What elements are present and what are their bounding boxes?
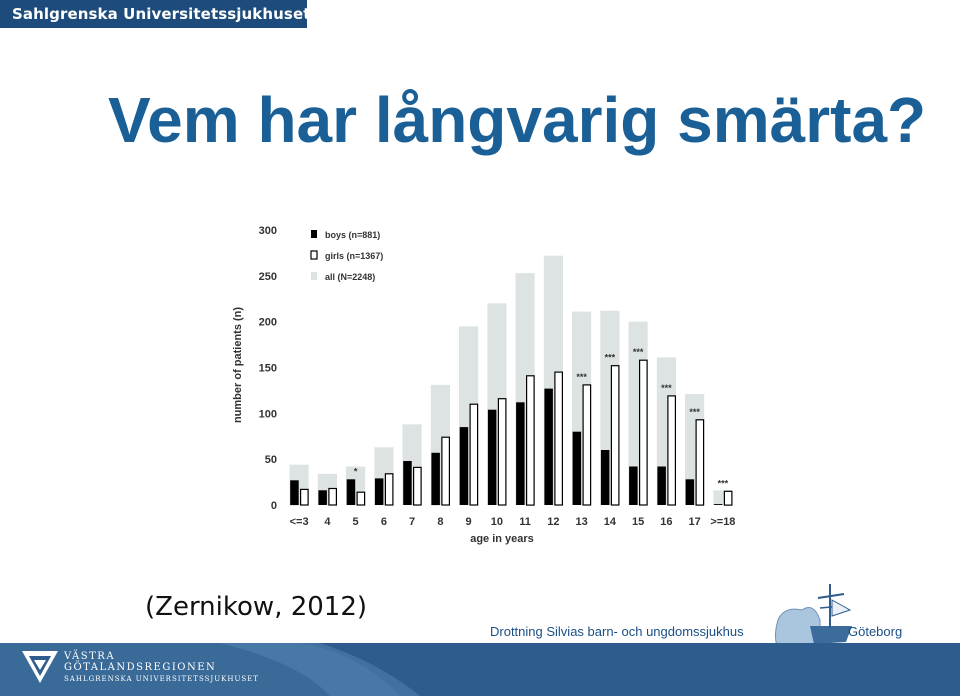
- significance-annotation: ***: [576, 372, 587, 382]
- region-line-1: VÄSTRA: [64, 651, 116, 662]
- region-line-3: SAHLGRENSKA UNIVERSITETSSJUKHUSET: [64, 675, 259, 683]
- bar-girls: [384, 473, 394, 506]
- bar-girls: [356, 491, 366, 506]
- region-line-2: GÖTALANDSREGIONEN: [64, 662, 217, 673]
- bar-boys: [713, 504, 723, 505]
- x-tick-label: 7: [409, 516, 415, 528]
- y-tick-label: 300: [259, 225, 277, 237]
- x-tick-label: 13: [575, 516, 587, 528]
- bar-boys: [544, 388, 553, 505]
- bar-girls: [582, 384, 592, 506]
- x-tick-label: 14: [604, 516, 617, 528]
- x-tick-label: 6: [381, 516, 387, 528]
- bar-girls: [610, 365, 620, 506]
- bar-boys: [685, 479, 695, 505]
- x-tick-label: 4: [324, 516, 331, 528]
- bar-girls: [497, 398, 507, 506]
- bar-girls: [526, 375, 535, 506]
- x-tick-label: 9: [466, 516, 472, 528]
- bar-chart: <=3 4 5 6 7 8 9 10 11 12 13 14 15 16 17 >=18***********…: [232, 225, 735, 545]
- header-org-name: Sahlgrenska Universitetssjukhuset: [12, 5, 311, 23]
- x-tick-label: 16: [660, 516, 672, 528]
- bar-boys: [657, 466, 666, 505]
- x-tick-label: 8: [437, 516, 443, 528]
- bar-boys: [487, 409, 497, 505]
- y-tick-label: 50: [265, 454, 277, 466]
- bar-boys: [403, 461, 412, 505]
- bar-boys: [629, 466, 638, 505]
- y-tick-label: 100: [259, 408, 277, 420]
- x-axis-label: age in years: [470, 533, 534, 545]
- slide-title: Vem har långvarig smärta?: [108, 84, 927, 156]
- bar-girls: [695, 419, 705, 506]
- x-tick-label: 11: [519, 516, 531, 528]
- legend-swatch-boys: [311, 230, 317, 238]
- bar-girls: [413, 466, 422, 506]
- bar-boys: [600, 450, 610, 505]
- city-name: Göteborg: [848, 624, 903, 639]
- legend-label: all (N=2248): [325, 272, 375, 282]
- significance-annotation: ***: [661, 383, 672, 393]
- footer-bar: [0, 643, 960, 696]
- region-logo-icon: [22, 651, 58, 683]
- bar-boys: [290, 480, 299, 506]
- y-tick-label: 200: [259, 317, 277, 329]
- y-axis-label: number of patients (n): [232, 307, 244, 423]
- bar-girls: [554, 371, 563, 506]
- bar-girls: [328, 487, 338, 506]
- footer-wave-decoration: [0, 643, 420, 696]
- region-name: VÄSTRA GÖTALANDSREGIONEN SAHLGRENSKA UNI…: [64, 651, 259, 685]
- x-tick-label: >=18: [710, 516, 735, 528]
- bar-boys: [318, 490, 327, 505]
- x-tick-label: 12: [547, 516, 559, 528]
- ship-logo-icon: [774, 584, 855, 653]
- significance-annotation: ***: [689, 407, 700, 417]
- citation: (Zernikow, 2012): [145, 592, 368, 622]
- bar-boys: [374, 478, 384, 505]
- bar-boys: [516, 402, 525, 505]
- x-tick-label: 17: [688, 516, 700, 528]
- legend-swatch-all: [311, 272, 317, 280]
- bar-boys: [459, 427, 469, 505]
- y-tick-label: 250: [259, 271, 277, 283]
- y-tick-label: 0: [271, 500, 277, 512]
- bar-girls: [441, 436, 450, 506]
- bar-girls: [723, 490, 733, 506]
- bar-girls: [299, 488, 309, 506]
- x-tick-label: 5: [353, 516, 359, 528]
- bar-girls: [667, 395, 676, 506]
- hospital-name: Drottning Silvias barn- och ungdomssjukh…: [490, 624, 744, 639]
- significance-annotation: ***: [605, 353, 616, 363]
- header-bar: Sahlgrenska Universitetssjukhuset: [0, 0, 310, 28]
- bar-girls: [639, 359, 648, 506]
- legend-swatch-girls: [310, 250, 318, 260]
- legend-label: girls (n=1367): [325, 251, 383, 261]
- legend-label: boys (n=881): [325, 230, 380, 240]
- bar-boys: [431, 452, 440, 506]
- significance-annotation: ***: [633, 347, 644, 357]
- bar-girls: [469, 403, 479, 506]
- bar-boys: [346, 479, 356, 505]
- x-tick-label: <=3: [290, 516, 309, 528]
- bar-boys: [572, 431, 582, 505]
- significance-annotation: *: [354, 466, 358, 476]
- x-tick-label: 15: [632, 516, 644, 528]
- significance-annotation: ***: [718, 478, 729, 488]
- y-tick-label: 150: [259, 363, 277, 375]
- x-tick-label: 10: [491, 516, 503, 528]
